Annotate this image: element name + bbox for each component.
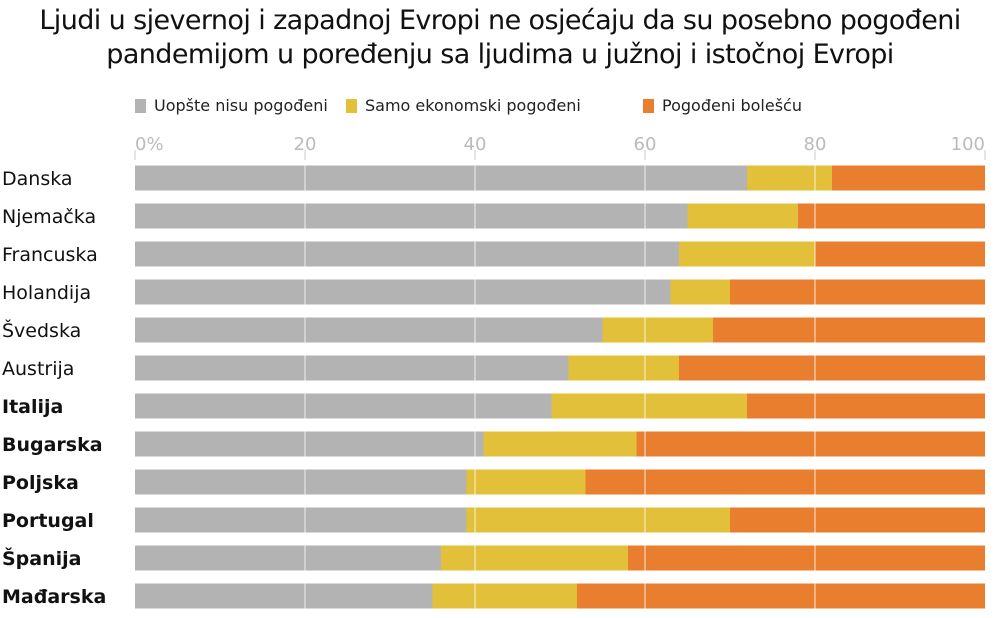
x-tick-label: 80 [804, 134, 827, 155]
bar-segment [628, 545, 985, 571]
bar-segment [432, 583, 577, 609]
x-tick-label: 60 [634, 134, 657, 155]
bar-segment [135, 583, 433, 609]
category-label: Švedska [2, 318, 81, 342]
bar-segment [815, 241, 985, 267]
bar-segment [713, 317, 985, 343]
x-tick-label: 20 [294, 134, 317, 155]
bar-segment [577, 583, 985, 609]
bar-segment [135, 241, 679, 267]
bar-segment [798, 203, 985, 229]
bar-segment [568, 355, 679, 381]
x-tick-label: 100 [951, 134, 985, 155]
bar-segment [466, 469, 586, 495]
category-label: Italija [2, 396, 63, 418]
legend-item-illness: Pogođeni bolešću [643, 96, 802, 115]
legend-swatch [135, 98, 146, 113]
bar-segment [602, 317, 713, 343]
bar-segment [832, 165, 985, 191]
category-label: Njemačka [2, 206, 96, 228]
legend-item-not-affected: Uopšte nisu pogođeni [135, 96, 328, 115]
legend-swatch [346, 98, 357, 113]
bar-segment [687, 203, 798, 229]
legend-label: Pogođeni bolešću [662, 96, 802, 115]
bar-segment [135, 469, 467, 495]
bar-segment [679, 355, 985, 381]
legend-label: Samo ekonomski pogođeni [365, 96, 581, 115]
bar-segment [135, 203, 688, 229]
category-label: Bugarska [2, 434, 103, 456]
bar-segment [135, 545, 441, 571]
bar-segment [679, 241, 815, 267]
bar-segment [747, 393, 985, 419]
bar-segment [747, 165, 832, 191]
bar-segment [483, 431, 637, 457]
bar-segment [441, 545, 628, 571]
category-label: Poljska [2, 472, 79, 494]
legend-label: Uopšte nisu pogođeni [154, 96, 328, 115]
category-label: Španija [2, 546, 81, 570]
chart-title: Ljudi u sjevernoj i zapadnoj Evropi ne o… [0, 4, 1000, 72]
title-line-2: pandemijom u poređenju sa ljudima u južn… [106, 39, 894, 70]
bar-segment [670, 279, 730, 305]
category-label: Austrija [2, 358, 74, 380]
bar-segment [585, 469, 985, 495]
category-label: Danska [2, 168, 73, 190]
bar-segment [135, 279, 671, 305]
category-label: Francuska [2, 244, 98, 266]
bar-segment [730, 507, 985, 533]
bar-segment [135, 507, 467, 533]
bar-segment [135, 355, 569, 381]
category-label: Portugal [2, 510, 94, 532]
bar-segment [730, 279, 985, 305]
legend-item-economic: Samo ekonomski pogođeni [346, 96, 581, 115]
x-tick-label: 0% [135, 134, 164, 155]
x-tick-label: 40 [464, 134, 487, 155]
bar-segment [135, 317, 603, 343]
title-line-1: Ljudi u sjevernoj i zapadnoj Evropi ne o… [39, 5, 961, 36]
legend-swatch [643, 98, 654, 113]
bar-segment [135, 393, 552, 419]
category-label: Holandija [2, 282, 91, 304]
bar-segment [636, 431, 985, 457]
bar-segment [551, 393, 747, 419]
bar-segment [466, 507, 730, 533]
bar-segment [135, 165, 747, 191]
bar-segment [135, 431, 484, 457]
category-label: Mađarska [2, 586, 106, 608]
